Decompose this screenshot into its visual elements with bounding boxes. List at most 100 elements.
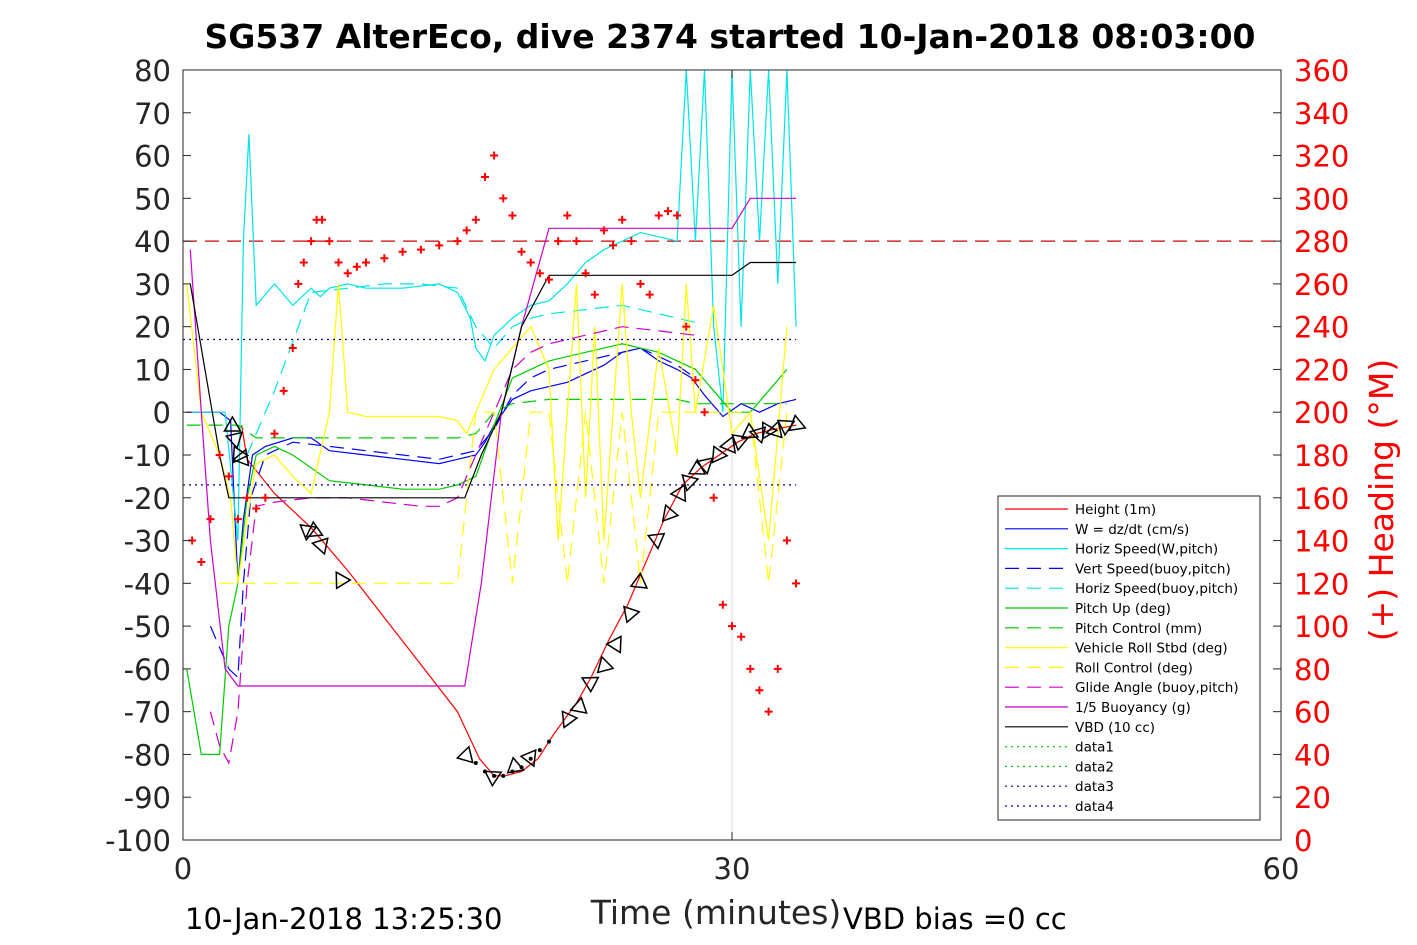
series-roll: [186, 283, 788, 584]
legend-label-vbd: VBD (10 cc): [1075, 720, 1155, 736]
heading-marker: [517, 247, 526, 256]
series-rollCtrl: [219, 411, 788, 584]
heading-marker: [581, 269, 590, 278]
triangle-marker: [765, 420, 783, 439]
triangle-marker: [561, 710, 579, 729]
right-tick-label: 100: [1294, 610, 1349, 644]
right-tick-label: 140: [1294, 525, 1349, 559]
heading-marker: [380, 254, 389, 263]
heading-marker: [636, 279, 645, 288]
bottom-dot: [537, 748, 542, 753]
series-horizW: [192, 69, 797, 541]
heading-marker: [728, 622, 736, 631]
left-tick-label: 40: [134, 225, 171, 259]
legend-label-roll: Vehicle Roll Stbd (deg): [1075, 641, 1228, 657]
series-pitch: [186, 343, 788, 756]
heading-marker: [398, 247, 407, 256]
triangle-marker: [605, 635, 622, 654]
right-tick-label: 340: [1294, 97, 1349, 131]
heading-marker: [252, 504, 261, 513]
series-glide: [209, 326, 696, 765]
heading-marker: [508, 211, 517, 220]
triangle-marker: [455, 745, 474, 764]
heading-marker: [197, 557, 206, 566]
x-tick-label: 0: [174, 852, 192, 886]
heading-marker: [299, 258, 308, 267]
left-tick-label: 70: [134, 97, 171, 131]
left-tick-label: 10: [134, 353, 171, 387]
triangle-marker: [224, 431, 244, 450]
heading-marker: [545, 275, 553, 284]
heading-marker: [334, 258, 343, 267]
right-tick-label: 300: [1294, 182, 1349, 216]
right-tick-label: 280: [1294, 225, 1349, 259]
legend-label-horizBuoy: Horiz Speed(buoy,pitch): [1075, 581, 1238, 597]
right-axis-label: (+) Heading (°M): [1362, 359, 1401, 641]
heading-marker: [590, 290, 599, 299]
heading-marker: [764, 707, 773, 716]
right-tick-label: 80: [1294, 653, 1331, 687]
heading-marker: [490, 151, 499, 160]
heading-marker: [645, 290, 654, 299]
left-tick-label: 30: [134, 268, 171, 302]
right-tick-label: 260: [1294, 268, 1349, 302]
heading-marker: [673, 211, 682, 220]
right-tick-label: 240: [1294, 311, 1349, 345]
triangle-marker: [305, 520, 324, 538]
right-tick-label: 360: [1294, 54, 1349, 88]
triangle-marker: [569, 696, 588, 714]
right-tick-label: 20: [1294, 781, 1331, 815]
heading-marker: [279, 386, 288, 395]
heading-marker: [663, 207, 672, 216]
x-tick-label: 60: [1263, 852, 1300, 886]
triangle-marker: [661, 503, 680, 523]
heading-marker: [224, 472, 233, 481]
heading-marker: [318, 215, 327, 224]
heading-marker: [325, 237, 334, 246]
triangle-marker: [718, 435, 737, 454]
bottom-dot: [473, 761, 478, 765]
heading-marker: [563, 211, 572, 220]
triangle-marker: [299, 524, 318, 542]
heading-marker: [270, 429, 279, 438]
heading-marker: [718, 600, 727, 609]
triangle-marker: [580, 676, 600, 694]
triangle-marker: [231, 448, 250, 467]
legend-label-w: W = dz/dt (cm/s): [1075, 522, 1189, 538]
left-tick-label: 60: [134, 140, 171, 174]
left-tick-label: -40: [124, 567, 171, 601]
heading-marker: [416, 245, 425, 254]
marker-layer: [188, 151, 807, 788]
left-tick-label: 80: [134, 54, 171, 88]
heading-marker: [773, 664, 782, 673]
triangle-marker: [695, 457, 714, 475]
chart-title: SG537 AlterEco, dive 2374 started 10-Jan…: [204, 17, 1255, 56]
legend-label-data4: data4: [1075, 799, 1114, 815]
triangle-marker: [681, 474, 700, 493]
heading-marker: [288, 344, 297, 353]
right-tick-label: 40: [1294, 738, 1331, 772]
left-tick-label: 50: [134, 182, 171, 216]
left-tick-label: -70: [124, 696, 171, 730]
heading-marker: [609, 241, 618, 250]
heading-marker: [755, 686, 764, 695]
bottom-dot: [501, 773, 506, 778]
right-tick-label: 200: [1294, 396, 1349, 430]
heading-marker: [746, 664, 755, 673]
right-tick-label: 60: [1294, 696, 1331, 730]
heading-marker: [343, 269, 352, 278]
series-vbd: [189, 261, 797, 499]
x-axis-label: Time (minutes): [590, 893, 842, 932]
footer-timestamp: 10-Jan-2018 13:25:30: [185, 902, 502, 936]
heading-marker: [435, 241, 444, 250]
heading-marker: [294, 279, 303, 288]
triangle-marker: [711, 445, 729, 464]
triangle-marker: [483, 770, 503, 788]
heading-marker: [362, 258, 370, 267]
triangle-marker: [646, 532, 666, 550]
legend-label-height: Height (1m): [1075, 502, 1156, 518]
heading-marker: [572, 237, 581, 246]
legend-label-pitchCtrl: Pitch Control (mm): [1075, 621, 1202, 637]
heading-marker: [618, 215, 627, 224]
heading-marker: [206, 515, 215, 524]
